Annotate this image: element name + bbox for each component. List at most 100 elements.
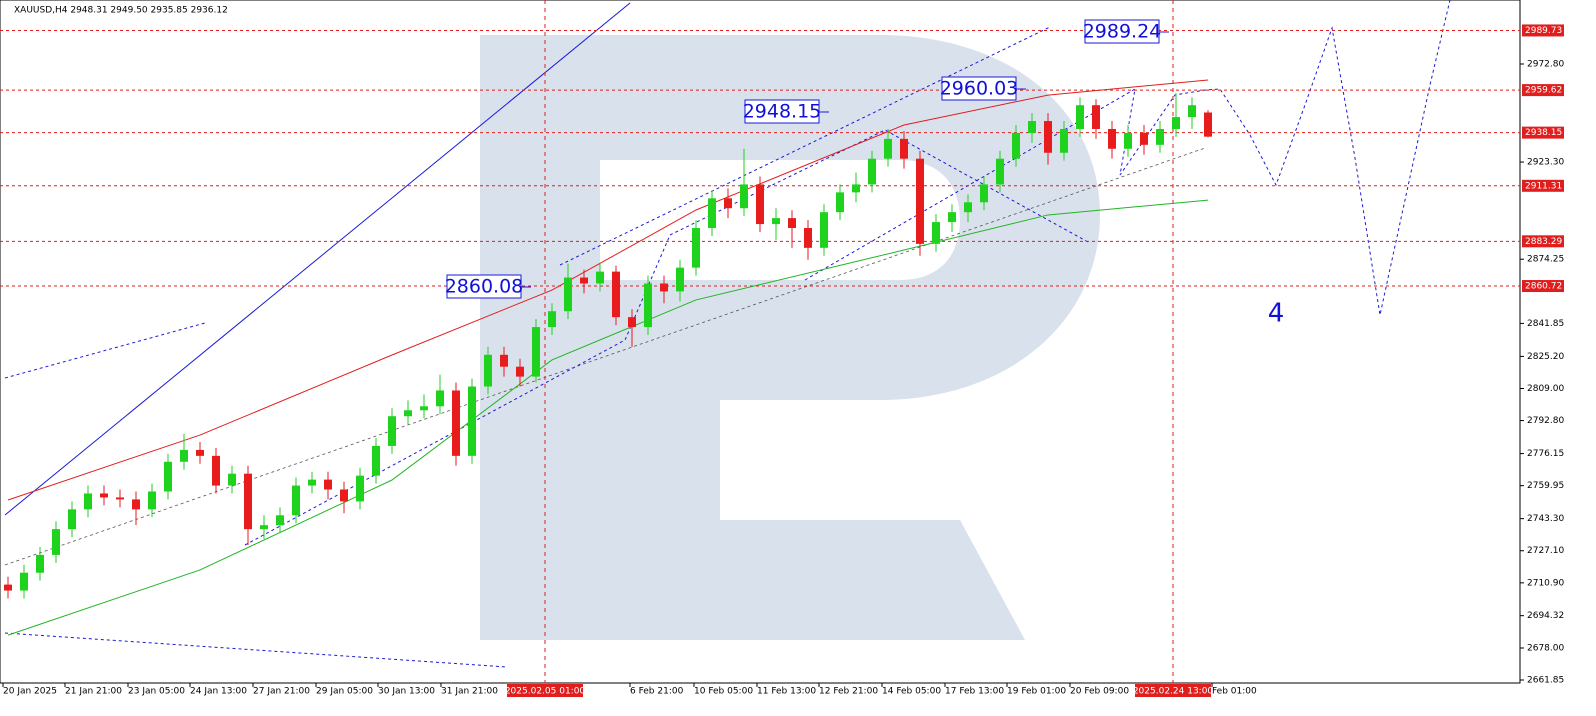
- level-label: 2989.73: [1525, 26, 1562, 36]
- x-tick-label: 20 Jan 2025: [3, 687, 57, 697]
- x-tick-label: 19 Feb 01:00: [1007, 687, 1066, 697]
- level-label-box: [1522, 235, 1564, 248]
- candle-body: [788, 218, 796, 229]
- candle-body: [276, 515, 284, 526]
- candle-body: [436, 390, 444, 407]
- x-tick-label: 17 Feb 13:00: [945, 687, 1004, 697]
- x-tick-label: 20 Feb 09:00: [1070, 687, 1129, 697]
- candle-body: [964, 202, 972, 213]
- candle-body: [852, 184, 860, 193]
- candle-body: [308, 479, 316, 486]
- candle-body: [228, 473, 236, 486]
- candle-body: [100, 493, 108, 498]
- candle-body: [484, 354, 492, 387]
- candle-body: [1140, 132, 1148, 145]
- candle-body: [692, 228, 700, 268]
- candle-body: [1060, 128, 1068, 153]
- candle-body: [900, 138, 908, 159]
- candle-body: [20, 572, 28, 591]
- cursor-label: 2025.02.24 13:00: [1133, 687, 1214, 697]
- candle-body: [532, 327, 540, 377]
- candle-body: [260, 525, 268, 530]
- y-tick-label: 2776.15: [1527, 449, 1564, 459]
- candle-body: [468, 386, 476, 456]
- candle-body: [996, 158, 1004, 185]
- candle-body: [340, 489, 348, 502]
- candle-body: [660, 283, 668, 292]
- candle-body: [1204, 112, 1212, 137]
- x-tick-label: 6 Feb 21:00: [630, 687, 684, 697]
- x-tick-label: 23 Jan 05:00: [128, 687, 185, 697]
- candle-body: [932, 222, 940, 244]
- y-tick-label: 2972.80: [1527, 59, 1564, 69]
- candle-body: [244, 473, 252, 530]
- y-tick-label: 2874.25: [1527, 255, 1564, 265]
- candle-body: [948, 212, 956, 223]
- candle-body: [148, 491, 156, 510]
- cursor-label: 2025.02.05 01:00: [505, 687, 586, 697]
- markup-lines: [4, 0, 1451, 683]
- candle-body: [404, 410, 412, 417]
- y-tick-label: 2759.95: [1527, 481, 1564, 491]
- y-tick-label: 2710.90: [1527, 578, 1564, 588]
- y-tick-label: 2661.85: [1527, 676, 1564, 686]
- candle-body: [980, 184, 988, 203]
- candle-body: [196, 449, 204, 456]
- candle-body: [772, 218, 780, 225]
- candle-body: [388, 416, 396, 446]
- x-tick-label: 29 Jan 05:00: [316, 687, 373, 697]
- level-label-box: [1522, 24, 1564, 37]
- cursor-label-box: [507, 684, 583, 697]
- y-tick-label: 2792.80: [1527, 416, 1564, 426]
- x-tick-label: 12 Feb 21:00: [819, 687, 878, 697]
- annotation: 2948.15: [743, 101, 822, 123]
- candle-body: [292, 485, 300, 516]
- level-label: 2860.72: [1525, 282, 1562, 292]
- candle-body: [1156, 128, 1164, 145]
- candle-body: [740, 184, 748, 209]
- x-tick-label: 10 Feb 05:00: [694, 687, 753, 697]
- y-tick-label: 2809.00: [1527, 384, 1564, 394]
- candle-body: [564, 277, 572, 312]
- candle-body: [52, 529, 60, 555]
- candle-body: [84, 493, 92, 510]
- candle-body: [1172, 117, 1180, 129]
- candle-body: [1028, 121, 1036, 133]
- candle-body: [612, 271, 620, 318]
- candle-body: [180, 449, 188, 462]
- y-tick-label: 2841.85: [1527, 319, 1564, 329]
- level-label: 2883.29: [1525, 237, 1562, 247]
- candle-body: [916, 158, 924, 244]
- plot-frame: [0, 0, 1521, 684]
- watermark: [480, 35, 1100, 640]
- y-tick-label: 2678.00: [1527, 644, 1564, 654]
- x-tick-label: 11 Feb 13:00: [757, 687, 816, 697]
- candle-body: [516, 366, 524, 377]
- x-tick-label: 27 Jan 21:00: [253, 687, 310, 697]
- candle-body: [868, 158, 876, 185]
- candle-body: [4, 584, 12, 591]
- x-tick-label: 21 Jan 21:00: [65, 687, 122, 697]
- level-label: 2911.31: [1525, 181, 1562, 191]
- y-tick-label: 2743.30: [1527, 514, 1564, 524]
- y-tick-label: 2825.20: [1527, 352, 1564, 362]
- moving-average: [7, 79, 1209, 501]
- x-tick-label: 30 Jan 13:00: [378, 687, 435, 697]
- candle-body: [596, 271, 604, 284]
- candle-body: [644, 283, 652, 328]
- y-tick-label: 2923.30: [1527, 158, 1564, 168]
- candle-body: [820, 212, 828, 248]
- candle-body: [452, 390, 460, 456]
- candle-body: [1012, 132, 1020, 159]
- level-label-box: [1522, 179, 1564, 192]
- x-tick-label: 24 Jan 13:00: [190, 687, 247, 697]
- candle-body: [1124, 132, 1132, 149]
- candle-body: [1188, 105, 1196, 118]
- candle-body: [1108, 128, 1116, 149]
- chart-title: XAUUSD,H4 2948.31 2949.50 2935.85 2936.1…: [14, 6, 228, 16]
- candle-body: [420, 406, 428, 411]
- candle-body: [500, 354, 508, 367]
- candle-body: [324, 479, 332, 490]
- candle-body: [548, 311, 556, 328]
- level-label: 2938.15: [1525, 128, 1562, 138]
